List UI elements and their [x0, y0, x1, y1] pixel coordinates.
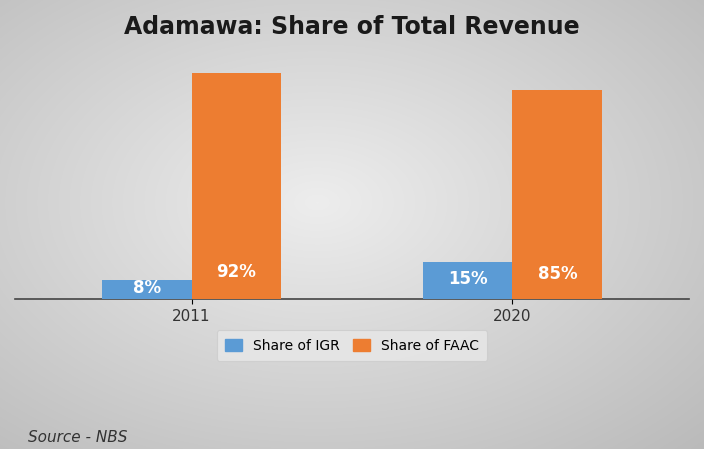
Bar	[422, 262, 513, 299]
Bar	[513, 90, 603, 299]
Text: 15%: 15%	[448, 270, 487, 288]
Bar	[191, 73, 282, 299]
Title: Adamawa: Share of Total Revenue: Adamawa: Share of Total Revenue	[124, 15, 580, 39]
Text: 8%: 8%	[132, 279, 161, 297]
Bar	[101, 280, 191, 299]
Text: Source - NBS: Source - NBS	[28, 430, 127, 445]
Legend: Share of IGR, Share of FAAC: Share of IGR, Share of FAAC	[217, 330, 487, 361]
Text: 85%: 85%	[538, 265, 577, 283]
Text: 92%: 92%	[217, 263, 256, 281]
